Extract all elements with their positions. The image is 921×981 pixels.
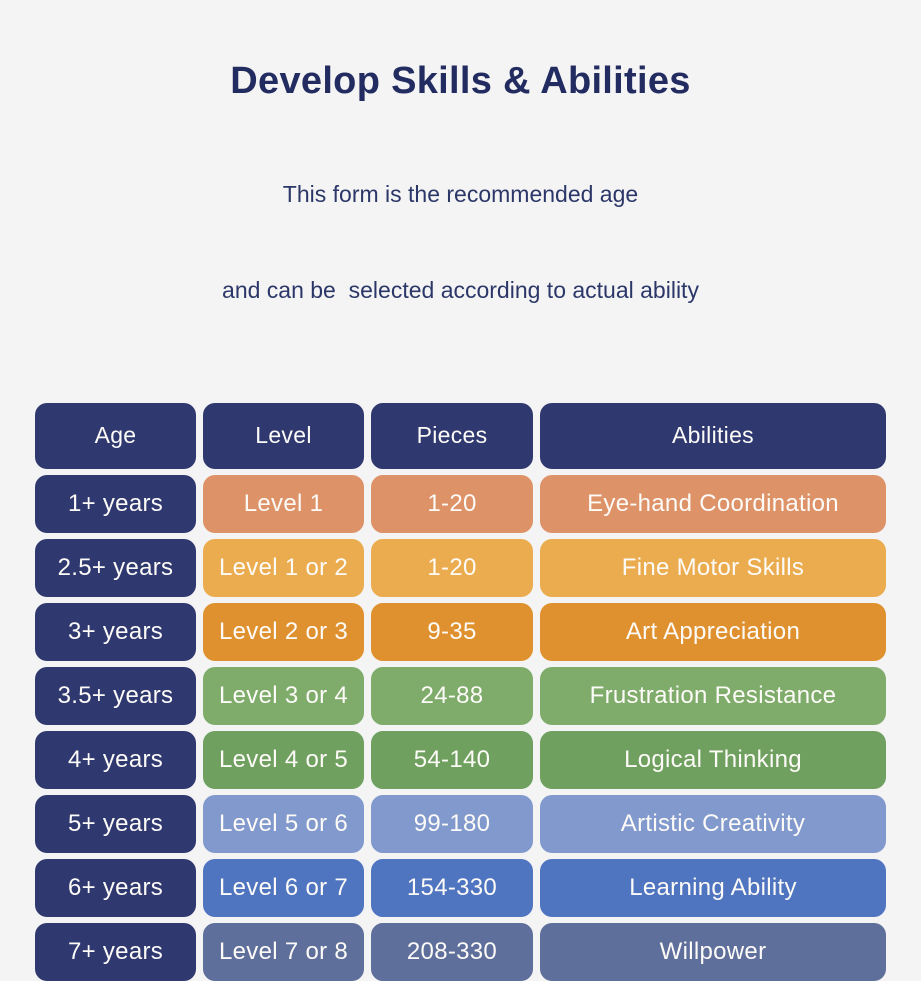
column-header-pieces: Pieces: [371, 402, 533, 469]
column-header-age: Age: [35, 402, 196, 469]
ability-cell: Fine Motor Skills: [540, 538, 886, 597]
subtitle-line-1: This form is the recommended age: [282, 181, 639, 208]
page-header: Develop Skills & Abilities This form is …: [0, 0, 921, 370]
level-cell: Level 2 or 3: [203, 602, 364, 661]
pieces-cell: 1-20: [371, 474, 533, 533]
level-cell: Level 1: [203, 474, 364, 533]
pieces-cell: 54-140: [371, 730, 533, 789]
column-header-abilities: Abilities: [540, 402, 886, 469]
age-cell: 7+ years: [35, 922, 196, 981]
page-title: Develop Skills & Abilities: [230, 60, 691, 102]
pieces-cell: 9-35: [371, 602, 533, 661]
pieces-cell: 1-20: [371, 538, 533, 597]
ability-cell: Art Appreciation: [540, 602, 886, 661]
level-cell: Level 5 or 6: [203, 794, 364, 853]
ability-cell: Artistic Creativity: [540, 794, 886, 853]
column-header-level: Level: [203, 402, 364, 469]
age-cell: 3+ years: [35, 602, 196, 661]
ability-cell: Frustration Resistance: [540, 666, 886, 725]
age-cell: 3.5+ years: [35, 666, 196, 725]
level-cell: Level 7 or 8: [203, 922, 364, 981]
ability-cell: Eye-hand Coordination: [540, 474, 886, 533]
subtitle-line-2: and can be selected according to actual …: [222, 276, 699, 303]
age-cell: 2.5+ years: [35, 538, 196, 597]
pieces-cell: 99-180: [371, 794, 533, 853]
age-cell: 4+ years: [35, 730, 196, 789]
page-subtitle: This form is the recommended age and can…: [0, 116, 921, 370]
pieces-cell: 24-88: [371, 666, 533, 725]
abilities-table: Age Level Pieces Abilities 1+ years Leve…: [35, 402, 886, 981]
level-cell: Level 3 or 4: [203, 666, 364, 725]
age-cell: 1+ years: [35, 474, 196, 533]
level-cell: Level 4 or 5: [203, 730, 364, 789]
level-cell: Level 1 or 2: [203, 538, 364, 597]
age-cell: 5+ years: [35, 794, 196, 853]
ability-cell: Willpower: [540, 922, 886, 981]
pieces-cell: 208-330: [371, 922, 533, 981]
ability-cell: Logical Thinking: [540, 730, 886, 789]
